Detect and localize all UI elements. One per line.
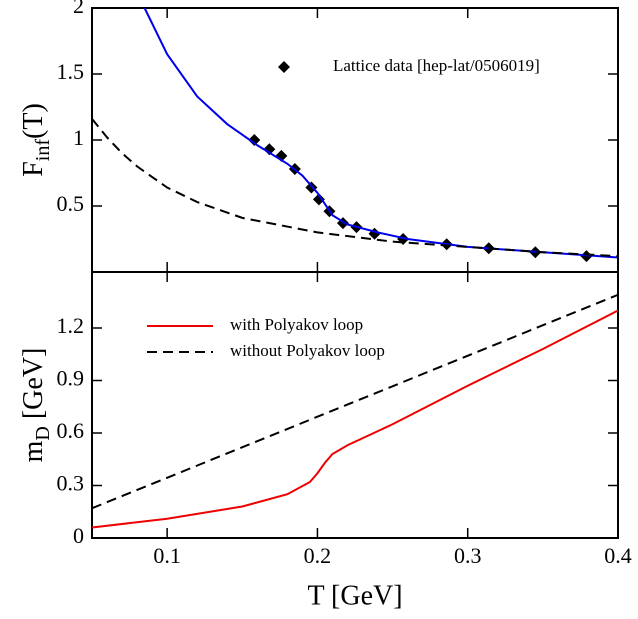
plot-frame bbox=[91, 7, 619, 273]
data-point bbox=[248, 134, 261, 146]
plot-frame bbox=[91, 271, 619, 539]
y-tick-label: 1.2 bbox=[57, 313, 85, 338]
data-line bbox=[92, 118, 618, 258]
data-line bbox=[143, 8, 618, 259]
y-tick-label: 1.5 bbox=[57, 59, 85, 84]
y-tick-label: 0.5 bbox=[57, 191, 85, 216]
y-tick-label: 0.3 bbox=[57, 471, 85, 496]
y-axis-label-part: [GeV] bbox=[18, 348, 49, 427]
x-tick-label: 0.3 bbox=[454, 543, 482, 568]
y-axis-label-part: D bbox=[32, 426, 54, 440]
x-axis-label: T [GeV] bbox=[307, 580, 402, 611]
y-tick-label: 0 bbox=[73, 523, 84, 548]
data-line bbox=[92, 293, 618, 510]
y-axis-label-part: F bbox=[18, 161, 49, 177]
y-tick-label: 2 bbox=[73, 0, 84, 18]
x-tick-label: 0.2 bbox=[304, 543, 332, 568]
y-axis-label-part: (T) bbox=[18, 103, 49, 139]
legend-label: with Polyakov loop bbox=[230, 315, 363, 334]
legend-label: Lattice data [hep-lat/0506019] bbox=[333, 56, 540, 75]
y-axis-label: mD [GeV] bbox=[18, 348, 53, 463]
legend-label: without Polyakov loop bbox=[230, 341, 385, 360]
y-tick-label: 0.6 bbox=[57, 418, 85, 443]
data-point bbox=[263, 143, 276, 156]
x-tick-label: 0.1 bbox=[153, 543, 181, 568]
y-tick-label: 0.9 bbox=[57, 366, 85, 391]
y-axis-label-part: m bbox=[18, 440, 49, 462]
legend-marker bbox=[278, 61, 290, 73]
data-point bbox=[312, 193, 325, 206]
y-axis-label-part: inf bbox=[32, 139, 54, 162]
y-tick-label: 1 bbox=[73, 125, 84, 150]
y-axis-label: Finf(T) bbox=[18, 103, 53, 177]
x-tick-label: 0.4 bbox=[604, 543, 632, 568]
data-line bbox=[92, 309, 618, 529]
